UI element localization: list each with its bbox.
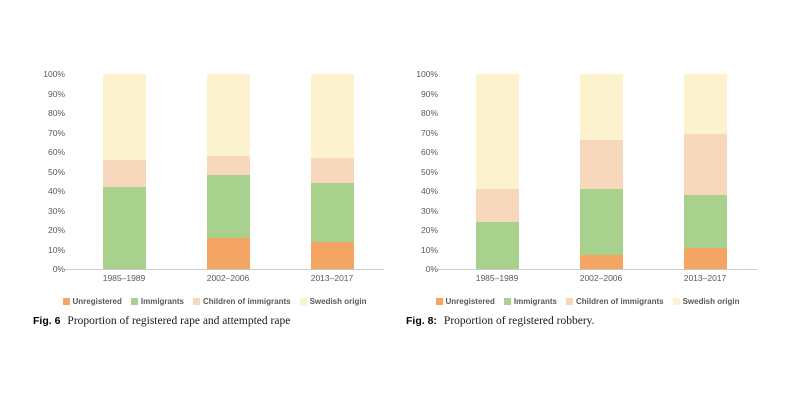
- legend-item-children-of-immigrants: Children of immigrants: [566, 297, 664, 306]
- y-axis-tick-label: 50%: [47, 166, 65, 177]
- legend-label: Children of immigrants: [576, 297, 664, 306]
- bar-segment-swedish-origin: [310, 74, 354, 158]
- legend-item-swedish-origin: Swedish origin: [672, 297, 740, 306]
- legend-item-children-of-immigrants: Children of immigrants: [193, 297, 291, 306]
- bar-segment-swedish-origin: [475, 74, 519, 190]
- y-axis-tick-label: 90%: [420, 88, 438, 99]
- figure-caption-text: Proportion of registered robbery.: [443, 315, 595, 327]
- y-axis-tick-label: 40%: [47, 186, 65, 196]
- stacked-bar-2013-2017: [310, 74, 354, 269]
- y-axis-tick-label: 60%: [420, 147, 438, 157]
- x-axis-labels: 1985–1989 2002–2006 2013–2017: [72, 273, 384, 283]
- plot-area: [437, 74, 757, 270]
- x-axis-tick-label: 2013–2017: [310, 273, 354, 283]
- legend-swatch-icon: [672, 298, 680, 305]
- bar-segment-unregistered: [579, 255, 623, 269]
- figure-caption: Fig. 8: Proportion of registered robbery.: [406, 315, 770, 327]
- bar-segment-immigrants: [683, 194, 727, 248]
- y-axis-tick-label: 0%: [425, 264, 438, 274]
- legend-label: Swedish origin: [682, 297, 740, 306]
- bar-segment-swedish-origin: [206, 74, 250, 156]
- x-axis-tick-label: 2002–2006: [206, 273, 250, 283]
- y-axis-tick-label: 60%: [47, 147, 65, 157]
- stacked-bar-1985-1989: [102, 74, 146, 269]
- x-axis-tick-label: 1985–1989: [475, 273, 519, 283]
- y-axis-tick-label: 10%: [420, 244, 438, 255]
- legend-label: Immigrants: [140, 297, 184, 306]
- stacked-bar-2013-2017: [683, 74, 727, 269]
- x-axis-tick-label: 2013–2017: [683, 273, 727, 283]
- bar-segment-unregistered: [310, 241, 354, 269]
- y-axis-tick-label: 80%: [420, 108, 438, 118]
- legend-label: Immigrants: [513, 297, 557, 306]
- legend-swatch-icon: [566, 298, 573, 305]
- y-axis-tick-label: 30%: [47, 205, 65, 216]
- y-axis-tick-label: 80%: [47, 108, 65, 118]
- plot-area: [64, 74, 384, 270]
- figure-rape-chart: 0% 10% 20% 30% 40% 50% 60% 70% 80% 90% 100% 1985–1…: [32, 70, 397, 327]
- bar-segment-immigrants: [102, 187, 146, 269]
- bar-segment-children-of-immigrants: [475, 189, 519, 223]
- bar-segment-children-of-immigrants: [102, 159, 146, 188]
- y-axis-tick-label: 70%: [47, 127, 65, 138]
- legend-label: Children of immigrants: [203, 297, 291, 306]
- bars-container: [445, 74, 757, 269]
- bar-segment-immigrants: [475, 222, 519, 269]
- y-axis-tick-label: 20%: [420, 225, 438, 235]
- legend-label: Unregistered: [445, 297, 495, 306]
- bars-container: [72, 74, 384, 269]
- legend-item-swedish-origin: Swedish origin: [299, 297, 367, 306]
- bar-segment-swedish-origin: [579, 74, 623, 141]
- bar-segment-immigrants: [206, 175, 250, 238]
- figures-row: 0% 10% 20% 30% 40% 50% 60% 70% 80% 90% 100% 1985–1…: [32, 70, 770, 327]
- chart-area: 0% 10% 20% 30% 40% 50% 60% 70% 80% 90% 100%: [405, 70, 770, 274]
- y-axis-tick-label: 20%: [47, 225, 65, 235]
- bar-segment-swedish-origin: [683, 74, 727, 135]
- legend-label: Unregistered: [72, 297, 122, 306]
- x-axis-tick-label: 1985–1989: [102, 273, 146, 283]
- legend-item-unregistered: Unregistered: [62, 297, 122, 306]
- figure-caption-text: Proportion of registered rape and attemp…: [67, 315, 291, 327]
- y-axis-tick-label: 10%: [47, 244, 65, 255]
- figure-label: Fig. 6: [33, 315, 61, 327]
- legend-label: Swedish origin: [309, 297, 367, 306]
- figure-label: Fig. 8:: [406, 315, 437, 327]
- bar-segment-swedish-origin: [102, 74, 146, 160]
- x-axis-labels: 1985–1989 2002–2006 2013–2017: [445, 273, 757, 283]
- bar-segment-children-of-immigrants: [310, 157, 354, 184]
- legend-swatch-icon: [62, 298, 70, 305]
- legend: Unregistered Immigrants Children of immigr…: [405, 297, 770, 306]
- bar-segment-children-of-immigrants: [683, 134, 727, 195]
- y-axis-tick-label: 100%: [416, 69, 438, 79]
- y-axis-tick-label: 90%: [47, 88, 65, 99]
- y-axis-tick-label: 100%: [43, 69, 65, 79]
- legend-swatch-icon: [503, 298, 511, 305]
- figure-caption: Fig. 6 Proportion of registered rape and …: [33, 315, 397, 327]
- legend-swatch-icon: [193, 298, 200, 305]
- y-axis-tick-label: 40%: [420, 186, 438, 196]
- stacked-bar-2002-2006: [579, 74, 623, 269]
- legend-item-unregistered: Unregistered: [435, 297, 495, 306]
- legend-swatch-icon: [299, 298, 307, 305]
- legend-swatch-icon: [435, 298, 443, 305]
- bar-segment-immigrants: [579, 189, 623, 256]
- legend-item-immigrants: Immigrants: [503, 297, 557, 306]
- stacked-bar-2002-2006: [206, 74, 250, 269]
- y-axis-tick-label: 30%: [420, 205, 438, 216]
- x-axis-tick-label: 2002–2006: [579, 273, 623, 283]
- legend-item-immigrants: Immigrants: [130, 297, 184, 306]
- stacked-bar-1985-1989: [475, 74, 519, 269]
- bar-segment-unregistered: [683, 247, 727, 269]
- bar-segment-immigrants: [310, 183, 354, 242]
- figure-robbery-chart: 0% 10% 20% 30% 40% 50% 60% 70% 80% 90% 100% 1985–1…: [405, 70, 770, 327]
- legend: Unregistered Immigrants Children of immigr…: [32, 297, 397, 306]
- bar-segment-unregistered: [206, 237, 250, 269]
- bar-segment-children-of-immigrants: [579, 140, 623, 190]
- y-axis-tick-label: 50%: [420, 166, 438, 177]
- y-axis-tick-label: 0%: [52, 264, 65, 274]
- bar-segment-children-of-immigrants: [206, 155, 250, 176]
- chart-area: 0% 10% 20% 30% 40% 50% 60% 70% 80% 90% 100%: [32, 70, 397, 274]
- y-axis-tick-label: 70%: [420, 127, 438, 138]
- legend-swatch-icon: [130, 298, 138, 305]
